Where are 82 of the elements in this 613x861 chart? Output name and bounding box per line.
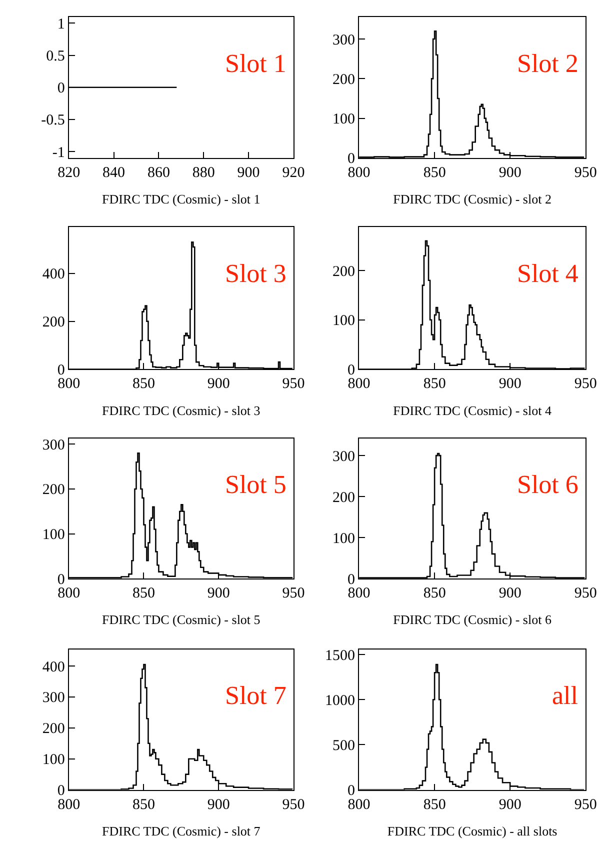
y-tick-label: 0: [57, 572, 65, 588]
y-tick-label: 0: [57, 783, 65, 800]
x-tick-label: 840: [102, 164, 126, 181]
x-tick-label: 850: [423, 164, 446, 181]
x-tick-label: 850: [132, 376, 155, 392]
y-tick-label: 300: [42, 437, 65, 454]
x-tick-label: 900: [498, 586, 522, 602]
x-tick-label: 950: [282, 376, 305, 392]
y-tick-label: -1: [52, 144, 65, 161]
x-tick-label: 950: [574, 164, 597, 181]
annotation: Slot 5: [225, 470, 286, 499]
y-tick-label: 200: [42, 721, 65, 738]
y-tick-label: 400: [42, 266, 65, 283]
y-tick-label: 0.5: [46, 48, 65, 65]
y-tick-label: 100: [332, 530, 356, 547]
x-tick-label: 900: [498, 376, 522, 392]
y-tick-label: 0: [348, 151, 356, 168]
x-tick-label: 900: [498, 164, 522, 181]
annotation: all: [552, 681, 578, 710]
annotation: Slot 4: [517, 259, 578, 288]
annotation: Slot 2: [517, 49, 578, 78]
y-tick-label: 1000: [325, 692, 356, 709]
y-tick-label: 0: [348, 783, 356, 800]
y-tick-label: 200: [42, 482, 65, 498]
y-tick-label: 0: [348, 572, 356, 588]
x-tick-label: 850: [132, 586, 155, 602]
x-tick-label: 850: [423, 376, 446, 392]
y-tick-label: 0: [57, 80, 65, 97]
x-tick-label: 920: [282, 164, 305, 181]
x-axis-title: FDIRC TDC (Cosmic) - slot 5: [102, 612, 260, 628]
y-tick-label: 100: [42, 527, 65, 544]
y-tick-label: 0: [57, 362, 65, 378]
y-tick-label: 400: [42, 659, 65, 676]
x-tick-label: 950: [282, 586, 305, 602]
y-tick-label: 100: [332, 112, 356, 128]
x-tick-label: 800: [348, 796, 370, 813]
x-tick-label: 850: [423, 796, 446, 813]
x-tick-label: 900: [498, 796, 522, 813]
x-axis-title: FDIRC TDC (Cosmic) - slot 3: [102, 402, 260, 418]
x-tick-label: 950: [574, 586, 597, 602]
x-tick-label: 900: [237, 164, 260, 181]
y-tick-label: -0.5: [41, 112, 65, 129]
annotation: Slot 6: [517, 470, 578, 499]
y-tick-label: 300: [332, 32, 356, 48]
x-axis-title: FDIRC TDC (Cosmic) - slot 2: [393, 192, 552, 207]
x-tick-label: 800: [348, 376, 370, 392]
x-tick-label: 950: [574, 376, 597, 392]
y-tick-label: 500: [332, 738, 356, 754]
y-tick-label: 300: [332, 448, 356, 465]
x-tick-label: 860: [147, 164, 170, 181]
x-tick-label: 800: [348, 164, 370, 181]
x-tick-label: 900: [207, 796, 230, 813]
annotation: Slot 7: [225, 681, 286, 710]
x-axis-title: FDIRC TDC (Cosmic) - slot 1: [102, 192, 260, 207]
y-tick-label: 0: [348, 362, 356, 378]
x-axis-title: FDIRC TDC (Cosmic) - slot 4: [393, 402, 552, 418]
x-tick-label: 950: [282, 796, 305, 813]
annotation: Slot 1: [225, 49, 286, 78]
y-tick-label: 100: [42, 752, 65, 768]
y-tick-label: 200: [42, 314, 65, 331]
y-tick-label: 100: [332, 313, 356, 330]
x-axis-title: FDIRC TDC (Cosmic) - slot 6: [393, 612, 552, 628]
x-tick-label: 800: [58, 376, 80, 392]
y-tick-label: 200: [332, 72, 356, 88]
x-tick-label: 800: [58, 796, 80, 813]
x-tick-label: 800: [348, 586, 370, 602]
y-tick-label: 200: [332, 264, 356, 280]
x-tick-label: 880: [192, 164, 215, 181]
x-tick-label: 900: [207, 586, 230, 602]
x-tick-label: 950: [574, 796, 597, 813]
x-axis-title: FDIRC TDC (Cosmic) - slot 7: [102, 823, 261, 838]
y-tick-label: 1: [57, 16, 65, 32]
x-axis-title: FDIRC TDC (Cosmic) - all slots: [387, 823, 558, 838]
x-tick-label: 850: [132, 796, 155, 813]
y-tick-label: 200: [332, 490, 356, 506]
x-tick-label: 820: [58, 164, 80, 181]
x-tick-label: 900: [207, 376, 230, 392]
x-tick-label: 850: [423, 586, 446, 602]
annotation: Slot 3: [225, 259, 286, 288]
y-tick-label: 1500: [325, 648, 356, 664]
y-tick-label: 300: [42, 690, 65, 706]
x-tick-label: 800: [58, 586, 80, 602]
